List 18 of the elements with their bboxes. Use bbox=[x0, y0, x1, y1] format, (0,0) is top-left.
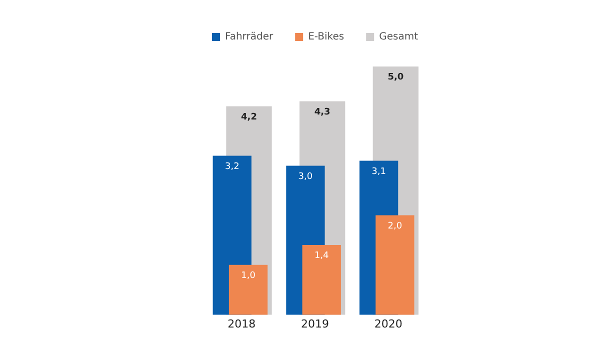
x-tick-label: 2018 bbox=[228, 317, 256, 330]
data-label: 5,0 bbox=[388, 72, 404, 83]
data-label: 4,3 bbox=[314, 107, 330, 118]
data-label: 1,4 bbox=[314, 251, 330, 262]
data-label: 3,1 bbox=[372, 166, 386, 177]
bar bbox=[302, 245, 341, 315]
legend-label: Gesamt bbox=[379, 32, 418, 43]
data-label: 1,0 bbox=[241, 271, 256, 282]
data-label: 2,0 bbox=[388, 221, 402, 232]
x-tick-label: 2019 bbox=[301, 317, 329, 330]
legend-label: E-Bikes bbox=[308, 32, 344, 43]
legend-label: Fahrräder bbox=[225, 32, 274, 43]
bar bbox=[376, 215, 414, 315]
data-label: 4,2 bbox=[241, 112, 257, 122]
data-label: 3,2 bbox=[224, 162, 240, 172]
bar bbox=[228, 264, 268, 315]
x-tick-label: 2020 bbox=[374, 317, 402, 330]
data-label: 3,0 bbox=[298, 172, 313, 182]
